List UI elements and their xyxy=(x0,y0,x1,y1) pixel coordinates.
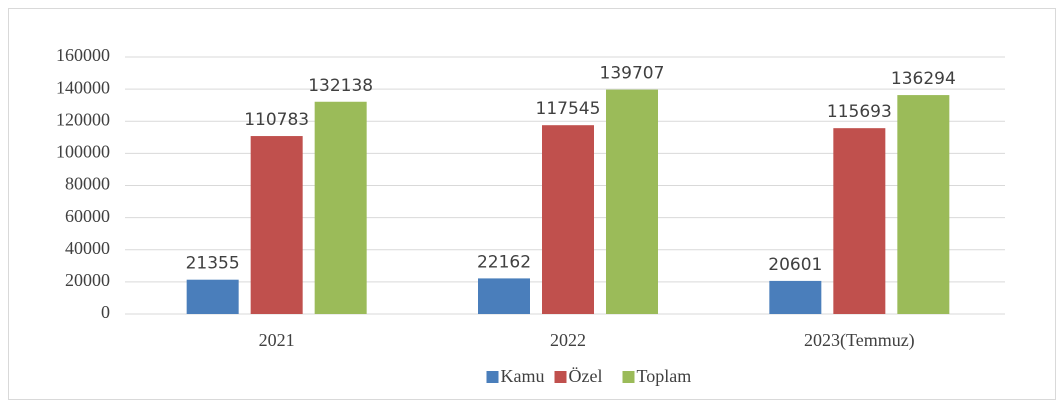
data-label: 136294 xyxy=(891,69,956,89)
legend-label: Kamu xyxy=(501,366,545,386)
legend-swatch xyxy=(486,371,499,383)
bar xyxy=(250,136,303,314)
x-tick-label: 2022 xyxy=(550,330,586,350)
y-tick-label: 120000 xyxy=(56,109,110,129)
y-tick-label: 60000 xyxy=(65,206,110,226)
data-label: 115693 xyxy=(827,102,892,122)
y-tick-label: 160000 xyxy=(56,45,110,65)
bar xyxy=(897,95,950,314)
x-tick-label: 2021 xyxy=(259,330,295,350)
bar xyxy=(769,280,822,314)
y-tick-label: 20000 xyxy=(65,270,110,290)
bar xyxy=(186,279,239,314)
bar xyxy=(606,89,658,314)
data-label: 22162 xyxy=(477,252,531,272)
legend-swatch xyxy=(622,371,635,383)
bar xyxy=(478,278,530,314)
x-tick-label: 2023(Temmuz) xyxy=(804,330,915,351)
y-tick-label: 80000 xyxy=(65,174,110,194)
legend-label: Toplam xyxy=(637,366,692,386)
data-label: 110783 xyxy=(244,110,309,130)
y-tick-label: 40000 xyxy=(65,238,110,258)
y-tick-label: 140000 xyxy=(56,77,110,97)
bar xyxy=(833,128,886,314)
y-tick-label: 0 xyxy=(101,302,110,322)
bar xyxy=(542,125,594,314)
legend-swatch xyxy=(554,371,567,383)
y-tick-label: 100000 xyxy=(56,142,110,162)
legend-label: Özel xyxy=(569,366,603,386)
bar xyxy=(314,101,367,315)
data-label: 139707 xyxy=(600,64,665,84)
data-label: 117545 xyxy=(536,99,601,119)
data-label: 21355 xyxy=(186,254,240,274)
data-label: 20601 xyxy=(768,255,822,275)
data-label: 132138 xyxy=(308,76,373,96)
